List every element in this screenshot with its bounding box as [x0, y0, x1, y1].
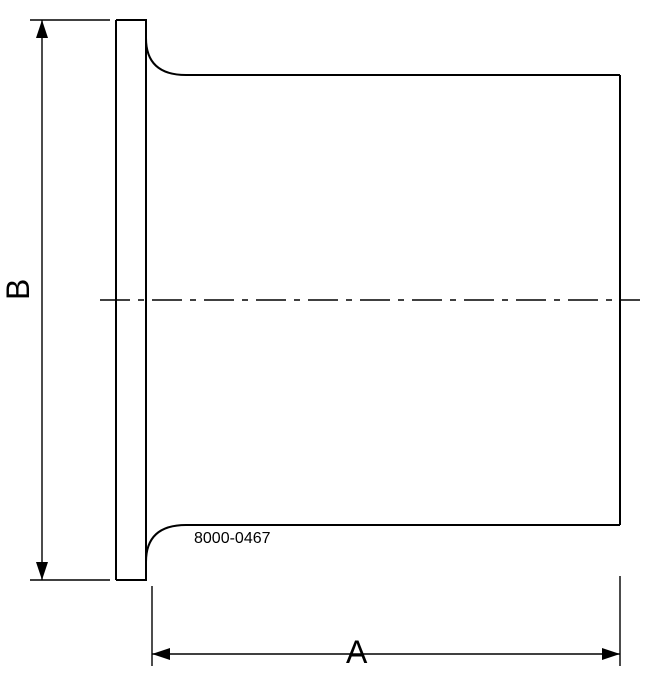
dim-label-a: A — [346, 634, 367, 671]
arrowhead — [152, 648, 170, 660]
part-outline-top — [116, 20, 620, 75]
arrowhead — [36, 20, 48, 38]
arrowhead — [36, 562, 48, 580]
arrowhead — [602, 648, 620, 660]
dim-label-b: B — [0, 279, 37, 300]
part-number: 8000-0467 — [194, 530, 271, 548]
part-outline-bottom — [116, 525, 620, 580]
